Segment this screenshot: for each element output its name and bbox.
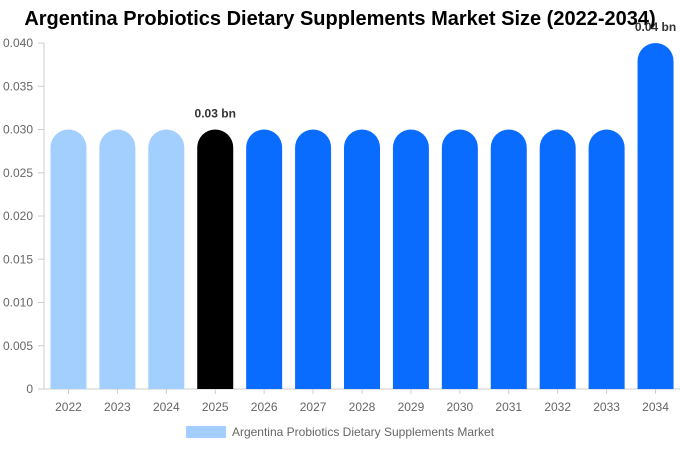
y-tick-label: 0.040 xyxy=(3,36,33,50)
x-tick-label-2022: 2022 xyxy=(55,400,82,414)
bar-2022[interactable] xyxy=(50,129,87,390)
x-tick-label-2028: 2028 xyxy=(349,400,376,414)
x-tick-label-2033: 2033 xyxy=(593,400,620,414)
bar-2027[interactable] xyxy=(295,129,332,390)
y-tick-label: 0.030 xyxy=(3,123,33,137)
y-tick-label: 0.015 xyxy=(3,252,33,266)
y-axis-ticks: 0 0.005 0.010 0.015 0.020 0.025 0.030 0.035 0.04… xyxy=(3,36,44,396)
x-tick-label-2030: 2030 xyxy=(446,400,473,414)
y-tick-label: 0 xyxy=(26,382,33,396)
bar-2023[interactable] xyxy=(99,129,136,390)
x-tick-label-2027: 2027 xyxy=(300,400,327,414)
bar-2029[interactable] xyxy=(392,129,429,390)
bar-2033[interactable] xyxy=(588,129,625,390)
bar-2025[interactable] xyxy=(197,129,234,390)
chart-title: Argentina Probiotics Dietary Supplements… xyxy=(24,8,656,30)
y-tick-label: 0.005 xyxy=(3,339,33,353)
y-tick-label: 0.025 xyxy=(3,166,33,180)
bars xyxy=(50,43,674,390)
x-tick-label-2024: 2024 xyxy=(153,400,180,414)
bar-2030[interactable] xyxy=(441,129,478,390)
bar-2024[interactable] xyxy=(148,129,185,390)
legend-label: Argentina Probiotics Dietary Supplements… xyxy=(231,425,495,439)
y-tick-label: 0.035 xyxy=(3,79,33,93)
x-axis-ticks: 2022 2023 2024 2025 2026 2027 2028 2029 2030 2031… xyxy=(55,389,669,414)
bar-2034[interactable] xyxy=(637,43,674,389)
bar-2031[interactable] xyxy=(490,129,527,390)
x-tick-label-2031: 2031 xyxy=(495,400,522,414)
x-tick-label-2023: 2023 xyxy=(104,400,131,414)
legend-swatch xyxy=(185,426,226,438)
y-tick-label: 0.020 xyxy=(3,209,33,223)
bar-2032[interactable] xyxy=(539,129,576,390)
y-tick-label: 0.010 xyxy=(3,296,33,310)
x-tick-label-2029: 2029 xyxy=(398,400,425,414)
x-tick-label-2026: 2026 xyxy=(251,400,278,414)
legend[interactable]: Argentina Probiotics Dietary Supplements… xyxy=(0,425,680,439)
bar-2026[interactable] xyxy=(246,129,283,390)
x-tick-label-2034: 2034 xyxy=(642,400,669,414)
x-tick-label-2032: 2032 xyxy=(544,400,571,414)
data-label-2034: 0.04 bn xyxy=(635,20,676,34)
data-label-2025: 0.03 bn xyxy=(195,107,236,121)
data-labels: 0.03 bn 0.04 bn xyxy=(195,20,677,121)
bar-2028[interactable] xyxy=(344,129,380,390)
x-tick-label-2025: 2025 xyxy=(202,400,229,414)
